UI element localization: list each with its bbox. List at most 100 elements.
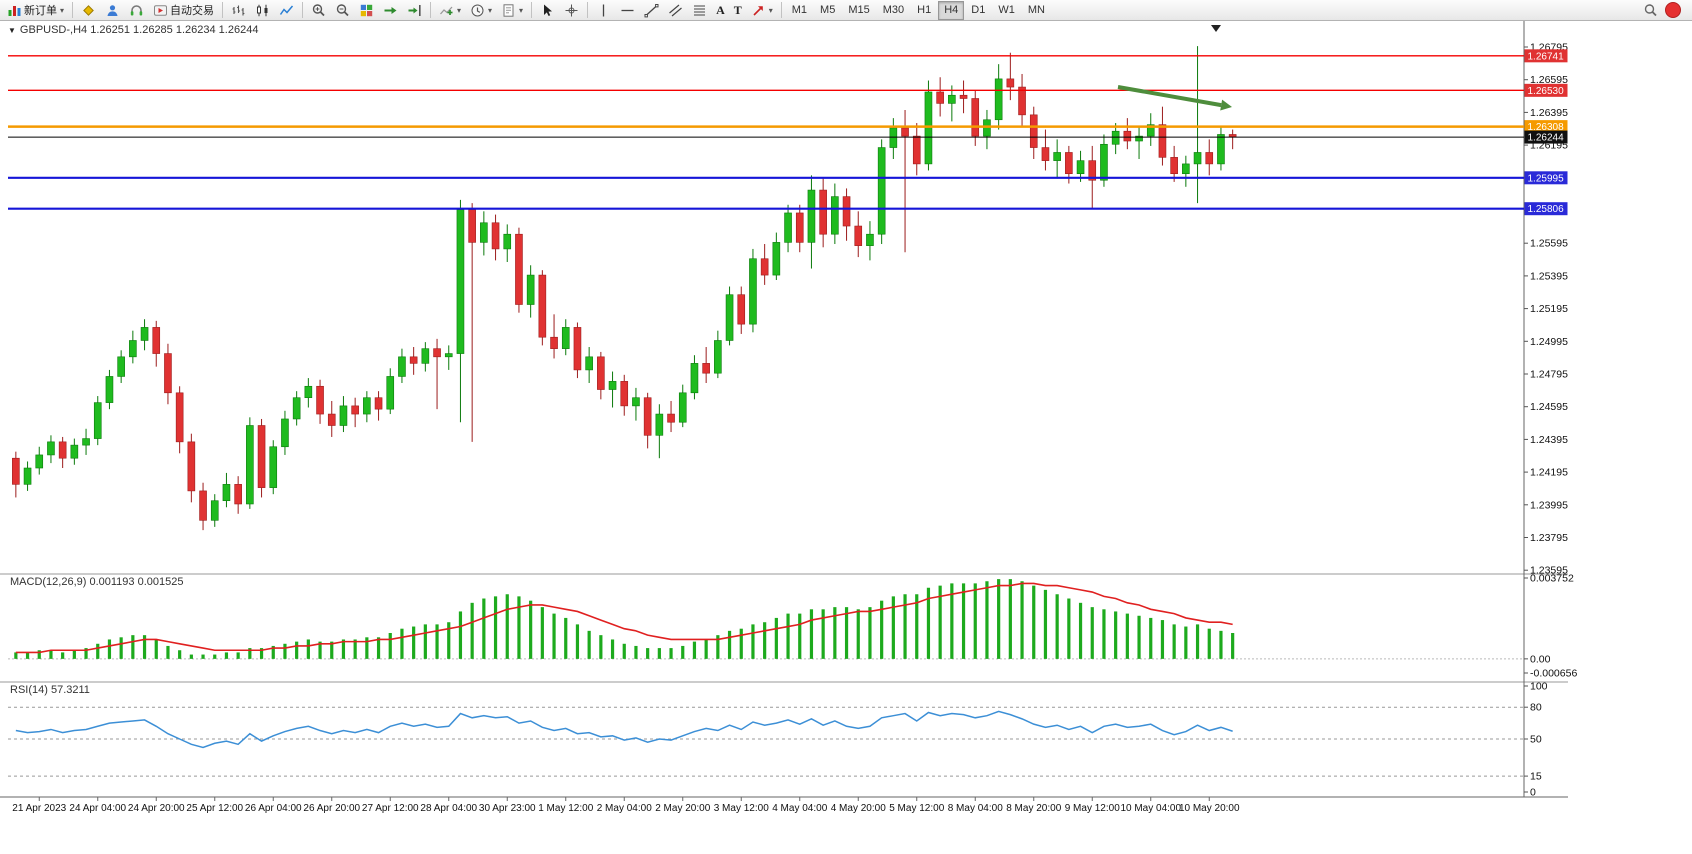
chart-shift-button[interactable] <box>403 1 426 20</box>
price-tick-label: 1.23795 <box>1530 532 1568 544</box>
toolbar-separator <box>587 2 589 18</box>
candle-body <box>924 91 933 165</box>
candle-body <box>1182 163 1190 175</box>
market-watch-button[interactable] <box>77 1 100 20</box>
time-axis-label: 3 May 12:00 <box>714 803 769 814</box>
chart-shift-marker[interactable] <box>1211 25 1221 32</box>
search-icon[interactable] <box>1643 3 1658 18</box>
cursor-icon <box>540 3 555 18</box>
vline-icon <box>596 3 611 18</box>
candle-body <box>632 397 640 407</box>
notification-dot[interactable] <box>1665 2 1681 18</box>
trendline-button[interactable] <box>640 1 663 20</box>
candle-body <box>480 222 488 243</box>
channel-button[interactable] <box>664 1 687 20</box>
new-order-button[interactable]: 新订单 ▾ <box>3 1 68 20</box>
label-button[interactable]: T <box>730 1 746 20</box>
bar-chart-button[interactable] <box>227 1 250 20</box>
time-axis-label: 27 Apr 12:00 <box>362 803 419 814</box>
candle-body <box>702 363 710 374</box>
candle-body <box>1217 134 1225 165</box>
timeframe-m5-button-label: M5 <box>820 4 836 16</box>
zoom-out-button[interactable] <box>331 1 354 20</box>
timeframe-m1-button[interactable]: M1 <box>786 1 813 20</box>
candle-body <box>1076 160 1085 175</box>
timeframe-h4-button[interactable]: H4 <box>938 0 965 20</box>
time-axis-label: 30 Apr 23:00 <box>479 803 536 814</box>
candlestick-chart-button[interactable] <box>251 1 274 20</box>
zoom-in-button[interactable] <box>307 1 330 20</box>
candle-body <box>175 392 184 443</box>
indicators-button[interactable]: ▾ <box>435 1 465 20</box>
tline-icon <box>644 3 659 18</box>
auto-trading-button[interactable]: 自动交易 <box>149 1 218 20</box>
timeframe-h1-button[interactable]: H1 <box>911 1 937 20</box>
cursor-button[interactable] <box>536 1 559 20</box>
timeframe-w1-button[interactable]: W1 <box>992 1 1021 20</box>
chart-canvas[interactable]: 1.267951.265951.263951.261951.259951.257… <box>0 21 1692 854</box>
timeframe-m30-button[interactable]: M30 <box>877 1 910 20</box>
candle-body <box>304 385 313 399</box>
toolbar-separator <box>531 2 533 18</box>
candle-body <box>187 441 196 492</box>
new-order-button-label: 新订单 <box>24 5 57 17</box>
new-order-icon <box>7 3 22 18</box>
candle-body <box>912 135 921 165</box>
timeframe-m1-button-label: M1 <box>791 4 808 16</box>
bid-price-badge <box>1524 130 1568 144</box>
candle-body <box>936 91 944 104</box>
timeframe-mn-button[interactable]: MN <box>1022 1 1051 20</box>
support-button[interactable] <box>125 1 148 20</box>
candle-body <box>47 441 55 456</box>
support-line-1-badge <box>1524 171 1568 185</box>
price-tick-label: 1.23995 <box>1530 499 1568 511</box>
horizontal-line-button[interactable] <box>616 1 639 20</box>
candle-body <box>1170 157 1178 175</box>
templates-button[interactable]: ▾ <box>497 1 527 20</box>
timeframe-d1-button-label: D1 <box>971 4 986 16</box>
candle-body <box>82 438 90 446</box>
candle-body <box>93 402 102 439</box>
trend-arrow[interactable] <box>1117 85 1222 108</box>
candle-body <box>351 405 359 415</box>
time-axis-label: 10 May 04:00 <box>1120 803 1181 814</box>
candle-body <box>842 196 851 227</box>
caret-down-icon: ▾ <box>768 5 773 15</box>
candle-body <box>877 147 886 235</box>
timeframe-d1-button[interactable]: D1 <box>965 1 991 20</box>
line-icon <box>279 3 294 18</box>
zoom-out-icon <box>335 3 350 18</box>
candle-body <box>363 397 371 415</box>
timeframe-m5-button[interactable]: M5 <box>814 1 841 20</box>
trend-arrow-head[interactable] <box>1220 99 1232 111</box>
candle-body <box>749 258 757 325</box>
candle-body <box>760 258 769 276</box>
auto-scroll-button[interactable] <box>379 1 402 20</box>
arrows-button[interactable]: ▾ <box>747 1 777 20</box>
candle-body <box>620 381 629 407</box>
vertical-line-button[interactable] <box>592 1 615 20</box>
candle-body <box>409 356 418 364</box>
timeframe-m15-button[interactable]: M15 <box>842 1 875 20</box>
price-tick-label: 1.24995 <box>1530 336 1568 348</box>
collapse-icon[interactable]: ▼ <box>8 25 16 35</box>
time-axis-label: 26 Apr 04:00 <box>245 803 302 814</box>
candle-body <box>1205 152 1214 165</box>
crosshair-button[interactable] <box>560 1 583 20</box>
toolbar-right <box>1643 2 1689 18</box>
label-button-glyph: T <box>733 2 742 17</box>
candle-body <box>117 356 125 377</box>
candle-body <box>234 484 242 505</box>
tile-windows-button[interactable] <box>355 1 378 20</box>
periods-button[interactable]: ▾ <box>466 1 496 20</box>
time-axis-label: 24 Apr 20:00 <box>128 803 185 814</box>
candle-body <box>678 392 687 423</box>
candle-body <box>573 327 582 371</box>
fibonacci-button[interactable] <box>688 1 711 20</box>
line-chart-button[interactable] <box>275 1 298 20</box>
candle-body <box>339 405 348 426</box>
text-button[interactable]: A <box>712 1 729 20</box>
data-window-button[interactable] <box>101 1 124 20</box>
timeframe-m15-button-label: M15 <box>848 4 870 16</box>
candle-body <box>585 356 593 371</box>
